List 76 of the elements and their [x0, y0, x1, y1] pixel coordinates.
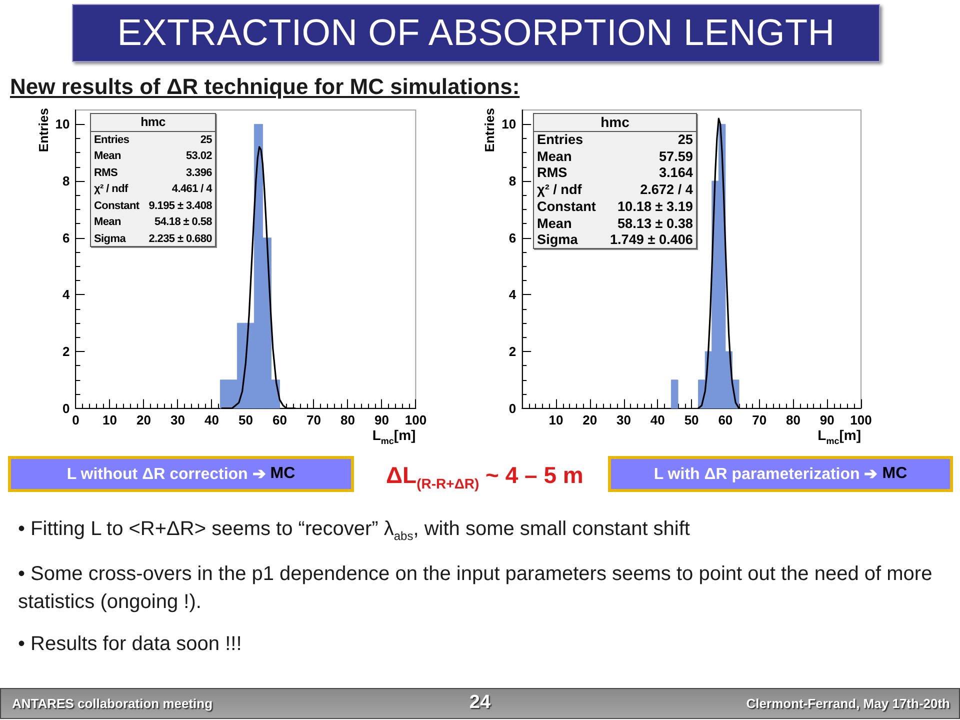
- y-tick-label: 10: [502, 116, 516, 132]
- annotation: RMS: [537, 165, 568, 182]
- annotation: 57.59: [658, 148, 693, 166]
- footer-bar: ANTARES collaboration meeting 24 Clermont-Ferrand, May 17th-20th: [0, 688, 960, 719]
- annotation: Mean: [537, 148, 572, 166]
- y-tick-label: 4: [508, 287, 517, 302]
- annotation: 3.396: [186, 166, 212, 181]
- x-tick-label: 60: [272, 412, 287, 428]
- x-tick-label: 40: [204, 412, 219, 428]
- x-tick-label: 50: [238, 412, 253, 428]
- annotation: 3.164: [658, 165, 693, 182]
- x-tick-label: 100: [404, 412, 427, 428]
- text: • Some cross-overs in the p1 dependence on the input parameters seems to point out the need of more statistics (ongoing !).: [18, 562, 934, 615]
- y-tick-label: 8: [508, 174, 516, 189]
- annotation: Mean: [537, 216, 572, 232]
- annotation: RMS: [94, 166, 118, 181]
- caption-box: L with ΔR parameterization ➔ MC: [608, 456, 953, 492]
- x-tick-label: 70: [752, 412, 767, 428]
- x-tick-label: 20: [582, 412, 598, 428]
- annotation: 58.13 ± 0.38: [618, 216, 693, 232]
- y-tick-label: 6: [508, 230, 516, 246]
- x-tick-label: 80: [786, 412, 800, 428]
- y-tick-label: 2: [508, 344, 516, 359]
- annotation: Entries: [537, 132, 584, 149]
- x-tick-label: 70: [306, 412, 321, 428]
- annotation: hmc: [91, 114, 215, 132]
- x-tick-label: 60: [718, 412, 733, 428]
- annotation: 2.672 / 4: [640, 182, 693, 199]
- x-axis-title: L$_{mc}$[m]: [818, 427, 861, 446]
- annotation: 10.18 ± 3.19: [618, 198, 693, 216]
- text: • Fitting L to <R+ΔR> seems to “recover” λ$_{abs}$, with some small constant shift: [18, 517, 691, 545]
- annotation: 2.235 ± 0.680: [148, 232, 212, 247]
- annotation: χ² / ndf: [94, 182, 128, 198]
- y-axis-title: Entries: [36, 108, 51, 152]
- annotation: Sigma: [94, 232, 126, 247]
- annotation: Sigma: [537, 232, 578, 249]
- x-tick-label: 0: [72, 412, 80, 428]
- x-tick-label: 90: [374, 412, 389, 428]
- text: • Results for data soon !!!: [18, 632, 243, 657]
- y-tick-label: 6: [62, 230, 70, 246]
- annotation: 25: [200, 133, 212, 148]
- annotation: 54.18 ± 0.58: [154, 215, 212, 230]
- y-tick-label: 0: [508, 400, 516, 416]
- y-tick-label: 8: [62, 174, 70, 189]
- y-tick-label: 0: [62, 400, 70, 416]
- annotation: hmc: [534, 114, 696, 132]
- x-tick-label: 30: [170, 412, 185, 428]
- annotation: 25: [678, 132, 693, 149]
- x-tick-label: 100: [850, 412, 872, 428]
- x-tick-label: 10: [548, 412, 564, 428]
- annotation: 53.02: [186, 149, 212, 164]
- annotation: χ² / ndf: [537, 182, 582, 199]
- y-axis-title: Entries: [482, 108, 497, 152]
- annotation: Constant: [537, 198, 596, 216]
- text: ΔL$_{(R-R+ΔR)}$ ~ 4 – 5 m: [386, 462, 584, 492]
- caption-box: L without ΔR correction ➔ MC: [8, 456, 354, 492]
- annotation: Constant: [94, 198, 140, 214]
- annotation: 4.461 / 4: [172, 182, 212, 198]
- x-tick-label: 80: [340, 412, 355, 428]
- x-tick-label: 40: [650, 412, 665, 428]
- x-tick-label: 90: [820, 412, 834, 428]
- y-tick-label: 10: [55, 116, 70, 132]
- y-tick-label: 2: [62, 344, 70, 359]
- annotation: Entries: [94, 133, 130, 148]
- text: New results of ΔR technique for MC simulations:: [10, 74, 520, 100]
- x-tick-label: 10: [102, 412, 117, 428]
- x-tick-label: 20: [136, 412, 151, 428]
- annotation: 1.749 ± 0.406: [610, 232, 693, 249]
- annotation: 9.195 ± 3.408: [148, 198, 212, 214]
- x-tick-label: 50: [684, 412, 699, 428]
- x-tick-label: 30: [616, 412, 632, 428]
- y-tick-label: 4: [62, 287, 70, 302]
- annotation: Mean: [94, 215, 121, 230]
- x-axis-title: L$_{mc}$[m]: [372, 427, 416, 446]
- title-banner: EXTRACTION OF ABSORPTION LENGTH: [72, 4, 880, 62]
- annotation: Mean: [94, 149, 121, 164]
